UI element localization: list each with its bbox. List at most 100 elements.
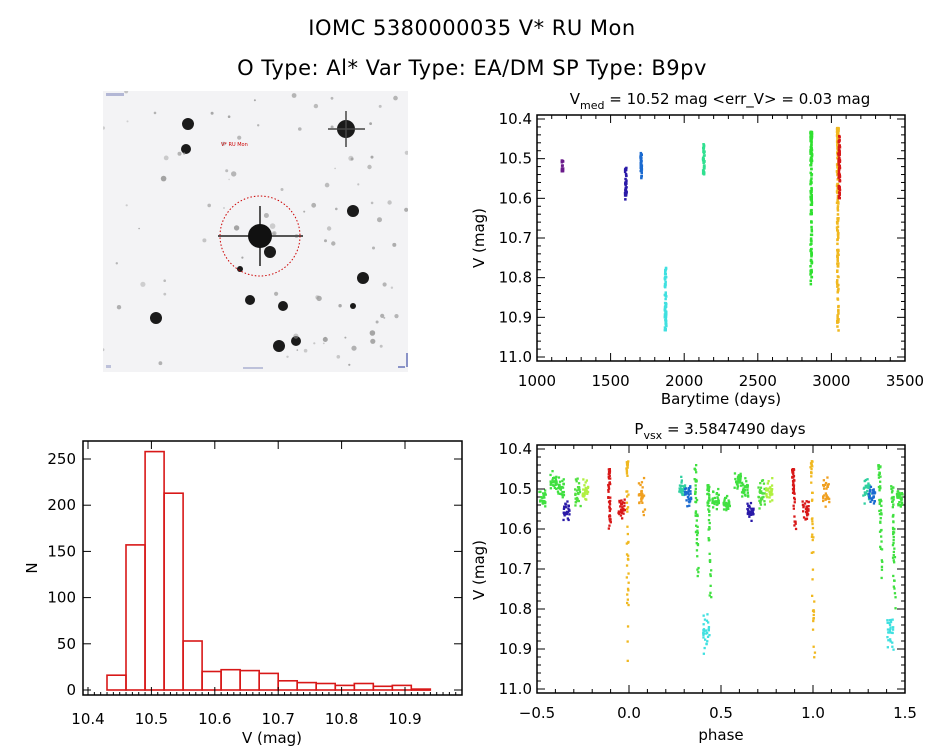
field-star-faint bbox=[115, 262, 118, 265]
phase-curve-point bbox=[607, 490, 610, 493]
field-star-faint bbox=[272, 231, 277, 236]
phase-curve-point bbox=[626, 525, 629, 528]
phase-curve-point bbox=[540, 499, 543, 502]
phase-curve-point bbox=[733, 472, 737, 475]
light-curve-point bbox=[810, 225, 813, 229]
phase-curve-point bbox=[551, 470, 554, 473]
field-star-faint bbox=[103, 126, 105, 130]
phase-curve-point bbox=[889, 620, 893, 624]
phase-curve-point bbox=[618, 499, 621, 503]
phase-curve-point bbox=[694, 510, 698, 513]
phase-curve-point bbox=[697, 571, 700, 574]
light-curve-point bbox=[639, 151, 643, 155]
field-star-faint bbox=[163, 155, 169, 161]
field-star-faint bbox=[225, 169, 229, 173]
phase-curve-point bbox=[864, 478, 867, 482]
phase-curve-point bbox=[892, 536, 895, 539]
light-curve-point bbox=[836, 207, 839, 210]
y-tick-label: 11.0 bbox=[499, 348, 532, 366]
phase-curve-point bbox=[641, 486, 644, 489]
phase-curve-point bbox=[608, 524, 611, 527]
phase-curve-point bbox=[812, 536, 815, 539]
phase-curve-point bbox=[760, 479, 764, 482]
light-curve-point bbox=[664, 310, 667, 313]
light-curve-point bbox=[837, 312, 840, 315]
field-star-faint bbox=[382, 282, 387, 287]
finder-chart-image: V* RU Mon bbox=[103, 91, 408, 372]
star-type-subtitle: O Type: Al* Var Type: EA/DM SP Type: B9p… bbox=[237, 56, 707, 80]
phase-curve-point bbox=[694, 531, 698, 534]
phase-curve-point bbox=[712, 490, 715, 494]
light-curve-point bbox=[810, 228, 813, 231]
x-tick-label: 10.7 bbox=[261, 710, 294, 728]
phase-curve-point bbox=[899, 505, 902, 508]
phase-curve-point bbox=[562, 518, 565, 522]
field-star-faint bbox=[372, 246, 375, 250]
light-curve-point bbox=[664, 294, 667, 297]
field-star bbox=[264, 246, 276, 258]
phase-curve-point bbox=[608, 519, 612, 522]
phase-curve-point bbox=[683, 484, 687, 487]
phase-curve-point bbox=[577, 482, 581, 485]
phase-curve-point bbox=[544, 489, 547, 492]
phase-curve-point bbox=[574, 488, 577, 491]
field-star-faint bbox=[322, 342, 325, 345]
phase-curve-point bbox=[866, 478, 869, 481]
phase-curve-point bbox=[748, 515, 751, 518]
field-star-faint bbox=[348, 155, 354, 161]
phase-curve-point bbox=[680, 481, 683, 484]
phase-curve-point bbox=[825, 487, 828, 490]
phase-curve-point bbox=[891, 544, 895, 547]
light-curve-point bbox=[624, 189, 627, 192]
field-star-faint bbox=[369, 122, 372, 125]
phase-curve-point bbox=[626, 557, 630, 560]
phase-curve-point bbox=[892, 521, 895, 524]
phase-curve-point bbox=[561, 479, 564, 483]
phase-curve-point bbox=[872, 495, 875, 498]
phase-curve-point bbox=[549, 483, 552, 486]
phase-curve-point bbox=[757, 486, 760, 489]
phase-curve-point bbox=[889, 618, 892, 622]
phase-curve-point bbox=[898, 494, 901, 498]
phase-curve-point bbox=[826, 476, 829, 479]
phase-curve-point bbox=[879, 480, 882, 483]
phase-curve-point bbox=[710, 596, 713, 599]
phase-curve-point bbox=[759, 503, 763, 506]
light-curve-point bbox=[810, 230, 814, 233]
light-curve-point bbox=[836, 256, 839, 259]
phase-curve-point bbox=[869, 500, 872, 503]
phase-curve-point bbox=[725, 505, 728, 508]
phase-curve-point bbox=[726, 494, 729, 498]
phase-curve-point bbox=[810, 481, 813, 484]
x-tick-label: 10.9 bbox=[388, 710, 421, 728]
phase-curve-point bbox=[709, 584, 712, 587]
field-star bbox=[278, 301, 288, 311]
light-curve-point bbox=[836, 254, 839, 257]
y-tick-label: 50 bbox=[57, 635, 76, 653]
phase-curve-point bbox=[626, 510, 629, 513]
light-curve-frame bbox=[536, 114, 906, 362]
phase-curve-point bbox=[765, 492, 768, 496]
field-star bbox=[181, 144, 191, 154]
x-tick-label: 10.5 bbox=[135, 710, 168, 728]
light-curve-point bbox=[663, 316, 667, 319]
light-curve-point bbox=[810, 200, 813, 203]
phase-curve-point bbox=[715, 503, 718, 506]
phase-curve-point bbox=[695, 498, 699, 502]
field-star-faint bbox=[330, 96, 334, 100]
phase-curve-point bbox=[811, 526, 815, 530]
light-curve-point bbox=[810, 177, 813, 180]
phase-curve-point bbox=[707, 528, 710, 531]
phase-curve-point bbox=[763, 503, 766, 506]
light-curve-point bbox=[624, 187, 627, 190]
phase-curve-point bbox=[618, 512, 621, 516]
field-star-faint bbox=[125, 204, 128, 207]
light-curve-point bbox=[810, 188, 813, 191]
phase-curve-point bbox=[900, 503, 903, 506]
field-star-faint bbox=[338, 304, 342, 308]
phase-curve-point bbox=[552, 477, 555, 480]
phase-curve-point bbox=[880, 528, 883, 532]
phase-curve-point bbox=[811, 578, 814, 581]
phase-curve-point bbox=[811, 465, 814, 468]
light-curve-point bbox=[836, 238, 839, 241]
